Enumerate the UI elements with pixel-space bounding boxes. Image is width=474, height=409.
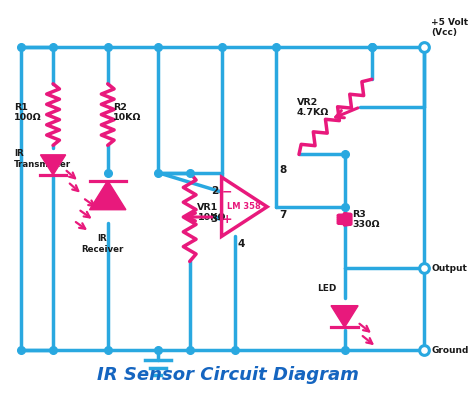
Text: 8: 8 xyxy=(279,165,286,175)
Text: LED: LED xyxy=(317,284,337,293)
Text: 7: 7 xyxy=(279,209,286,220)
Text: IR
Transmitter: IR Transmitter xyxy=(14,149,72,169)
Text: VR1
10KΩ: VR1 10KΩ xyxy=(198,203,226,222)
Text: −: − xyxy=(222,185,232,198)
Text: VR2
4.7KΩ: VR2 4.7KΩ xyxy=(297,98,329,117)
Text: IR
Receiver: IR Receiver xyxy=(81,234,123,254)
Text: 3: 3 xyxy=(210,214,218,224)
Text: R3
330Ω: R3 330Ω xyxy=(352,209,380,229)
Text: IR Sensor Circuit Diagram: IR Sensor Circuit Diagram xyxy=(98,366,359,384)
Text: Ground: Ground xyxy=(431,346,468,355)
Text: R1
100Ω: R1 100Ω xyxy=(14,103,42,122)
Text: 2: 2 xyxy=(210,186,218,196)
Polygon shape xyxy=(331,306,358,327)
Text: Output: Output xyxy=(431,264,467,273)
Polygon shape xyxy=(90,181,126,210)
Text: 4: 4 xyxy=(238,239,246,249)
Polygon shape xyxy=(40,155,66,175)
Text: +: + xyxy=(222,213,232,226)
Text: +5 Volt
(Vcc): +5 Volt (Vcc) xyxy=(431,18,468,37)
Text: R2
10KΩ: R2 10KΩ xyxy=(113,103,142,122)
Text: LM 358: LM 358 xyxy=(227,202,260,211)
